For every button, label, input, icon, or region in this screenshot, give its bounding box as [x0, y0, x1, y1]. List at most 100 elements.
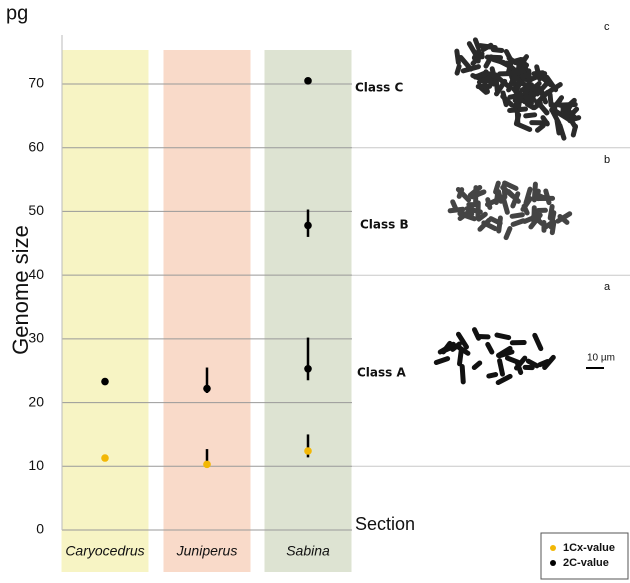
unit-label: pg [6, 2, 28, 24]
point [304, 365, 312, 373]
class-label: Class C [355, 81, 403, 95]
chromosome [454, 48, 461, 66]
chromosome [544, 74, 559, 93]
marks [101, 77, 312, 469]
chromosome [551, 95, 565, 111]
y-tick-label: 70 [28, 75, 44, 91]
chromosome [467, 184, 483, 198]
chromosome [508, 69, 525, 86]
chromosome [534, 123, 546, 133]
chromosome [523, 85, 530, 100]
chromosome [506, 189, 521, 204]
chromosome [497, 349, 515, 359]
chromosome [554, 118, 562, 136]
y-tick-label: 40 [28, 266, 44, 282]
chromosome [491, 57, 507, 66]
legend-label: 2C-value [563, 557, 609, 569]
chromosome [437, 341, 456, 355]
chromosome [450, 341, 462, 352]
chromosome [477, 217, 492, 232]
point [101, 377, 109, 386]
chromosome [472, 37, 481, 51]
chromosome [460, 64, 481, 74]
chromosome-images [433, 37, 582, 386]
point [304, 77, 312, 85]
legend-label: 1Cx-value [563, 542, 615, 554]
chromosome [466, 41, 479, 58]
chromosome [531, 213, 545, 226]
panel-label: b [604, 154, 610, 166]
category-band [264, 50, 352, 572]
chromosome [504, 355, 521, 365]
chromosome [534, 64, 543, 82]
chromosome [495, 373, 513, 386]
chromosome [547, 92, 554, 108]
x-tick-label: Juniperus [176, 543, 238, 559]
category-band [61, 50, 149, 572]
legend-swatch [550, 545, 556, 551]
chromosome [497, 358, 505, 377]
panel-label: a [604, 281, 611, 293]
chromosome [476, 211, 488, 222]
chromosome [548, 210, 557, 230]
chromosome [487, 71, 500, 80]
chromosome [523, 186, 533, 206]
chromosome [521, 203, 530, 216]
chromosome [485, 341, 495, 355]
legend-box [540, 532, 629, 580]
chromosome [547, 204, 555, 221]
panel-label: c [604, 21, 610, 33]
chromosome [500, 194, 510, 215]
chromosome [542, 354, 556, 370]
chromosome [481, 77, 490, 95]
chromosome [555, 211, 573, 224]
chromosome [496, 215, 503, 234]
scale-bar-label: 10 µm [587, 353, 615, 364]
chromosome [480, 42, 494, 53]
chromosome [470, 52, 484, 66]
chromosome [471, 360, 483, 371]
chromosome [520, 81, 539, 92]
chromosome [523, 112, 538, 119]
category-band [163, 50, 251, 572]
class-label: Class B [360, 218, 409, 232]
chromosome [493, 180, 501, 195]
point [203, 384, 211, 393]
chromosome [454, 63, 462, 76]
chromosome [502, 180, 519, 191]
chromosome [537, 102, 550, 116]
x-axis-label: Section [355, 514, 415, 534]
chromosome [534, 188, 541, 201]
chromosome [455, 331, 469, 350]
legend-swatch [550, 560, 556, 566]
chromosome [510, 218, 526, 227]
y-tick-label: 0 [36, 521, 44, 537]
x-tick-label: Caryocedrus [65, 543, 144, 559]
x-tick-label: Sabina [286, 543, 330, 559]
chromosome [538, 89, 549, 105]
chromosome [516, 56, 527, 69]
chromosome [459, 363, 466, 385]
chromosome [553, 109, 571, 122]
y-axis-label: Genome size [8, 225, 33, 355]
chromosome [474, 189, 487, 198]
y-tick-label: 20 [28, 393, 44, 409]
chromosome [494, 332, 512, 341]
chromosome [513, 355, 528, 371]
chromosome [494, 78, 508, 97]
bands: Caryocedrus Juniperus Sabina [61, 50, 352, 572]
class-label: Class A [357, 366, 406, 380]
chromosome [433, 356, 451, 365]
chromosome [500, 93, 515, 108]
y-tick-label: 50 [28, 202, 44, 218]
y-tick-label: 10 [28, 457, 44, 473]
y-tick-label: 30 [28, 330, 44, 346]
grid: 0 10 20 30 40 50 60 70 [28, 75, 352, 537]
chromosome [567, 115, 582, 123]
chromosome [509, 212, 525, 219]
chromosome [506, 75, 516, 93]
chromosome [525, 358, 540, 369]
chromosome [503, 226, 513, 241]
legend: 1Cx-value 2C-value [550, 542, 615, 569]
